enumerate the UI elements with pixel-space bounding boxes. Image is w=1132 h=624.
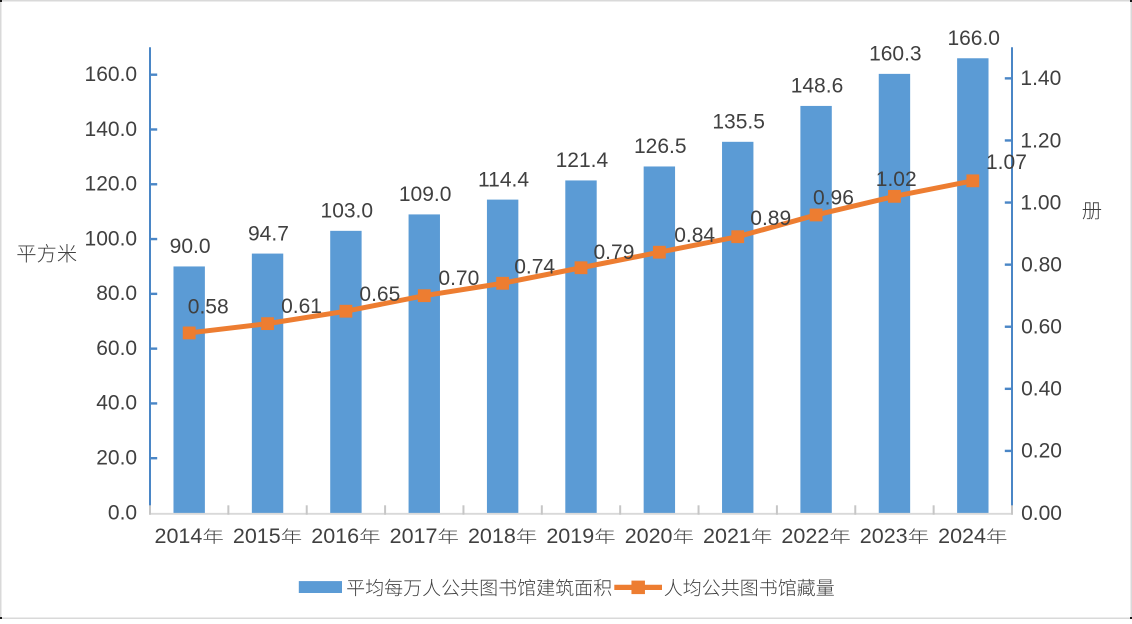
svg-text:0.70: 0.70 [438, 267, 479, 290]
svg-text:1.00: 1.00 [1020, 191, 1061, 214]
svg-text:80.0: 80.0 [96, 282, 137, 305]
svg-text:126.5: 126.5 [634, 135, 687, 158]
svg-text:0.65: 0.65 [359, 283, 400, 306]
svg-text:2016: 2016 [311, 524, 359, 548]
svg-text:109.0: 109.0 [399, 183, 452, 206]
svg-text:20.0: 20.0 [96, 447, 137, 470]
svg-text:120.0: 120.0 [85, 173, 138, 196]
svg-text:166.0: 166.0 [947, 27, 1000, 50]
svg-text:103.0: 103.0 [321, 200, 374, 223]
svg-text:0.58: 0.58 [188, 296, 229, 319]
svg-text:40.0: 40.0 [96, 392, 137, 415]
svg-text:148.6: 148.6 [791, 75, 844, 98]
svg-text:2019: 2019 [546, 524, 594, 548]
svg-text:0.60: 0.60 [1021, 316, 1062, 339]
svg-text:2024: 2024 [938, 524, 986, 548]
svg-text:60.0: 60.0 [96, 337, 137, 360]
svg-text:160.3: 160.3 [869, 43, 922, 66]
svg-text:0.74: 0.74 [514, 255, 555, 278]
svg-text:1.07: 1.07 [986, 151, 1027, 174]
svg-text:0.40: 0.40 [1021, 378, 1062, 401]
svg-text:2021: 2021 [703, 524, 751, 548]
svg-text:2014: 2014 [155, 524, 203, 548]
svg-text:0.80: 0.80 [1021, 253, 1062, 276]
svg-text:2017: 2017 [390, 524, 438, 548]
svg-text:135.5: 135.5 [712, 111, 765, 134]
svg-text:121.4: 121.4 [556, 149, 609, 172]
svg-text:0.89: 0.89 [750, 207, 791, 230]
svg-text:160.0: 160.0 [85, 63, 138, 86]
svg-text:1.40: 1.40 [1020, 67, 1061, 90]
svg-text:90.0: 90.0 [170, 235, 211, 258]
svg-text:0.79: 0.79 [594, 241, 635, 264]
svg-text:140.0: 140.0 [85, 118, 138, 141]
svg-text:0.0: 0.0 [108, 501, 137, 524]
svg-text:94.7: 94.7 [248, 222, 289, 245]
svg-text:2022: 2022 [781, 524, 829, 548]
svg-text:0.00: 0.00 [1021, 502, 1062, 525]
svg-text:0.20: 0.20 [1021, 440, 1062, 463]
svg-text:0.84: 0.84 [674, 224, 715, 247]
svg-text:0.61: 0.61 [281, 295, 322, 318]
svg-text:2020: 2020 [625, 524, 673, 548]
svg-text:2018: 2018 [468, 524, 516, 548]
svg-text:100.0: 100.0 [85, 227, 138, 250]
svg-text:2023: 2023 [860, 524, 908, 548]
svg-text:1.02: 1.02 [876, 168, 917, 191]
svg-text:0.96: 0.96 [813, 187, 854, 210]
svg-text:1.20: 1.20 [1020, 129, 1061, 152]
svg-text:2015: 2015 [233, 524, 281, 548]
svg-text:114.4: 114.4 [478, 168, 529, 191]
